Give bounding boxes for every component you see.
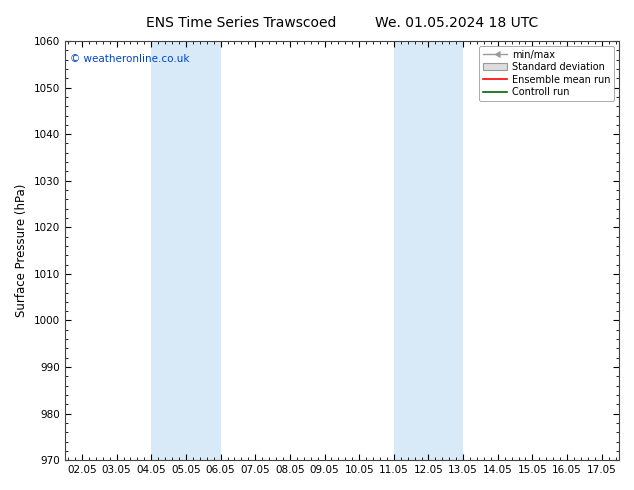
Bar bbox=[152, 41, 221, 460]
Text: We. 01.05.2024 18 UTC: We. 01.05.2024 18 UTC bbox=[375, 16, 538, 30]
Text: ENS Time Series Trawscoed: ENS Time Series Trawscoed bbox=[146, 16, 336, 30]
Legend: min/max, Standard deviation, Ensemble mean run, Controll run: min/max, Standard deviation, Ensemble me… bbox=[479, 46, 614, 101]
Text: © weatheronline.co.uk: © weatheronline.co.uk bbox=[70, 53, 190, 64]
Bar bbox=[394, 41, 463, 460]
Y-axis label: Surface Pressure (hPa): Surface Pressure (hPa) bbox=[15, 184, 28, 318]
